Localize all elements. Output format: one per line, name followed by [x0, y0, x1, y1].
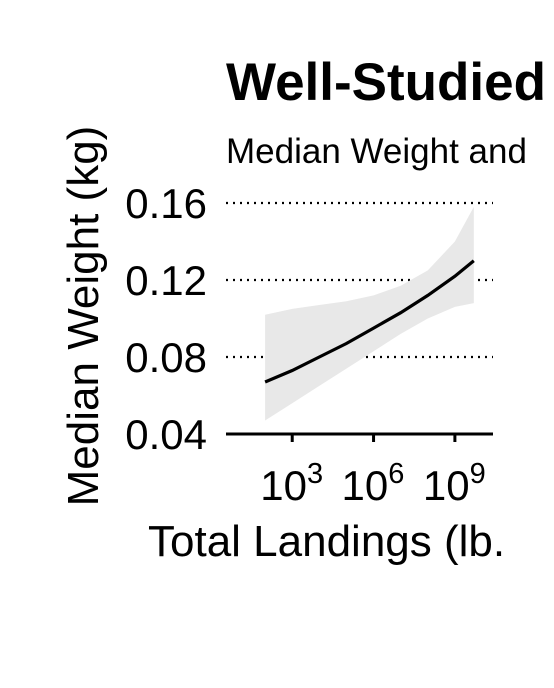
x-tick-label: 106	[342, 458, 405, 509]
x-tick-label: 109	[423, 458, 486, 509]
y-tick-label: 0.04	[125, 411, 207, 458]
y-tick-label: 0.16	[125, 180, 207, 227]
x-axis-ticks: 103 106 109	[260, 434, 486, 509]
chart-title: Well-Studied	[226, 53, 546, 112]
confidence-band	[265, 206, 474, 421]
x-tick-label: 103	[260, 458, 323, 509]
fitted-line	[264, 259, 475, 384]
y-tick-label: 0.08	[125, 334, 207, 381]
chart-subtitle: Median Weight and	[226, 132, 527, 171]
x-axis-title: Total Landings (lb.	[148, 517, 505, 566]
y-axis-title: Median Weight (kg)	[59, 126, 108, 507]
y-tick-label: 0.12	[125, 257, 207, 304]
y-axis-ticks: 0.04 0.08 0.12 0.16	[125, 180, 207, 458]
